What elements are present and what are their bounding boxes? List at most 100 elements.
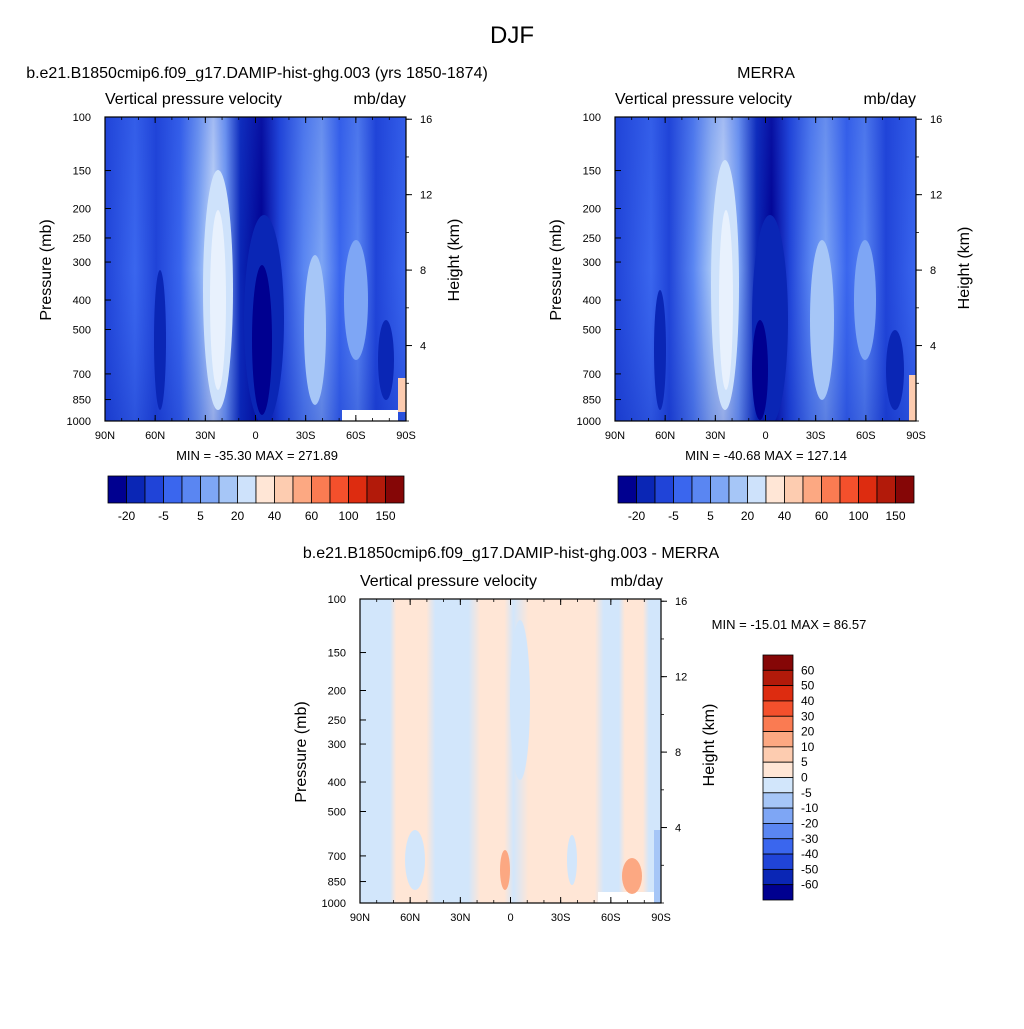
colorbar-swatch [107, 475, 127, 504]
x-tick-label: 90N [95, 430, 115, 442]
colorbar-swatch [181, 475, 201, 504]
colorbar-label: -5 [801, 786, 812, 800]
colorbar-label: 150 [885, 509, 905, 523]
x-tick-label: 0 [762, 430, 768, 442]
x-tick-label: 30N [705, 430, 725, 442]
colorbar-swatch [762, 746, 794, 763]
panel-model-colorbar: -20 -5 5 20 40 60 100 150 [107, 475, 405, 523]
colorbar-swatch [654, 475, 674, 504]
colorbar-label: 40 [778, 509, 792, 523]
y2-tick-label: 16 [675, 596, 687, 608]
colorbar-label: 20 [801, 725, 815, 739]
colorbar-label: 20 [741, 509, 755, 523]
panel-merra: MERRA Vertical pressure velocity mb/day … [548, 65, 973, 523]
colorbar-label: -5 [158, 509, 169, 523]
colorbar-label: 100 [338, 509, 358, 523]
x-tick-label: 30N [195, 430, 215, 442]
y2-tick-label: 8 [420, 265, 426, 277]
colorbar-swatch [762, 884, 794, 901]
panel-model-subtitle-right: mb/day [354, 91, 406, 108]
colorbar-swatch [762, 685, 794, 702]
y-tick-label: 200 [328, 686, 346, 698]
colorbar-swatch [200, 475, 220, 504]
colorbar-label: -5 [668, 509, 679, 523]
colorbar-swatch [255, 475, 275, 504]
panel-diff-y2label: Height (km) [701, 704, 718, 787]
colorbar-swatch [691, 475, 711, 504]
x-tick-label: 30S [806, 430, 826, 442]
y2-tick-label: 12 [420, 190, 432, 202]
panel-model-stats: MIN = -35.30 MAX = 271.89 [176, 448, 338, 463]
panel-model-subtitle-left: Vertical pressure velocity [105, 91, 282, 108]
y-tick-label: 850 [73, 395, 91, 407]
x-tick-label: 60N [145, 430, 165, 442]
y-tick-label: 850 [583, 395, 601, 407]
y-tick-label: 250 [583, 233, 601, 245]
y-tick-label: 300 [328, 739, 346, 751]
colorbar-label: 60 [305, 509, 319, 523]
panel-model-field [105, 117, 406, 421]
y2-tick-label: 8 [930, 265, 936, 277]
y2-tick-label: 4 [675, 823, 681, 835]
y-tick-label: 100 [328, 594, 346, 606]
colorbar-swatch [762, 838, 794, 855]
panel-merra-y2label: Height (km) [956, 227, 973, 310]
colorbar-swatch [762, 761, 794, 778]
x-tick-label: 60S [601, 912, 621, 924]
x-tick-label: 90N [605, 430, 625, 442]
y-tick-label: 200 [583, 204, 601, 216]
colorbar-swatch [762, 669, 794, 687]
panel-diff-subtitle-left: Vertical pressure velocity [360, 573, 537, 590]
x-tick-label: 0 [507, 912, 513, 924]
y-tick-label: 250 [73, 233, 91, 245]
x-tick-label: 30S [296, 430, 316, 442]
panel-diff-subtitle-right: mb/day [611, 573, 663, 590]
colorbar-swatch [762, 654, 794, 671]
y-tick-label: 400 [583, 295, 601, 307]
x-tick-label: 60S [856, 430, 876, 442]
panel-diff-field [360, 599, 661, 903]
x-tick-label: 30S [551, 912, 571, 924]
y-tick-label: 1000 [577, 416, 601, 428]
y-tick-label: 400 [328, 777, 346, 789]
x-tick-label: 60N [655, 430, 675, 442]
y-tick-label: 250 [328, 715, 346, 727]
colorbar-swatch [163, 475, 183, 504]
panel-diff-axes: 90N 60N 30N 0 30S 60S 90S 100 150 200 250 300 400 500… [322, 594, 688, 924]
y2-tick-label: 4 [930, 341, 936, 353]
y-tick-label: 300 [73, 257, 91, 269]
panel-merra-stats: MIN = -40.68 MAX = 127.14 [685, 448, 847, 463]
panel-model-ylabel: Pressure (mb) [38, 219, 55, 320]
x-tick-label: 90S [396, 430, 416, 442]
colorbar-swatch [858, 475, 878, 504]
colorbar-swatch [762, 792, 794, 809]
y2-tick-label: 12 [675, 672, 687, 684]
y-tick-label: 150 [328, 648, 346, 660]
colorbar-label: 100 [848, 509, 868, 523]
colorbar-swatch [802, 475, 822, 504]
x-tick-label: 90N [350, 912, 370, 924]
colorbar-label: -10 [801, 801, 819, 815]
colorbar-label: -20 [118, 509, 136, 523]
y-tick-label: 1000 [67, 416, 91, 428]
colorbar-swatch [710, 475, 730, 504]
colorbar-swatch [895, 475, 915, 504]
colorbar-swatch [126, 475, 146, 504]
y-tick-label: 500 [73, 324, 91, 336]
colorbar-label: 150 [375, 509, 395, 523]
colorbar-swatch [144, 475, 164, 504]
panel-model-title: b.e21.B1850cmip6.f09_g17.DAMIP-hist-ghg.… [26, 65, 488, 82]
y-tick-label: 400 [73, 295, 91, 307]
colorbar-label: 10 [801, 740, 815, 754]
colorbar-swatch [762, 700, 794, 717]
y2-tick-label: 12 [930, 190, 942, 202]
panel-diff-stats: MIN = -15.01 MAX = 86.57 [712, 617, 867, 632]
y2-tick-label: 16 [930, 114, 942, 126]
colorbar-swatch [876, 475, 896, 504]
colorbar-label: 40 [268, 509, 282, 523]
colorbar-swatch [237, 475, 257, 504]
y-tick-label: 150 [73, 166, 91, 178]
colorbar-swatch [784, 475, 804, 504]
